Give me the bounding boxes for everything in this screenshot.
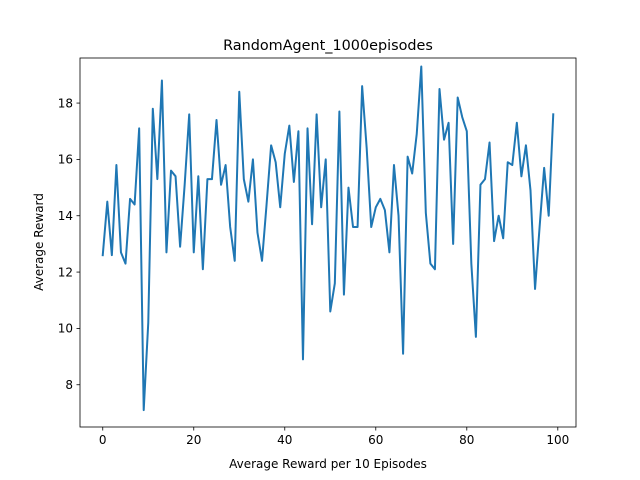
y-axis-label: Average Reward [32, 193, 46, 291]
x-tick-label: 0 [99, 433, 107, 447]
x-tick-label: 60 [368, 433, 383, 447]
x-axis-label: Average Reward per 10 Episodes [229, 457, 427, 471]
y-tick-label: 16 [58, 153, 73, 167]
axes-frame [79, 57, 577, 428]
y-tick-label: 14 [58, 209, 73, 223]
x-tick-label: 20 [186, 433, 201, 447]
y-tick-label: 18 [58, 96, 73, 110]
chart-title: RandomAgent_1000episodes [223, 38, 433, 54]
x-tick-label: 100 [546, 433, 569, 447]
series-line [101, 65, 555, 412]
x-tick-label: 40 [277, 433, 292, 447]
plot-area: 0 20 40 60 80 100 8 10 12 14 16 18 [58, 57, 577, 447]
x-tick-label: 80 [459, 433, 474, 447]
y-tick-label: 10 [58, 322, 73, 336]
y-tick-label: 8 [65, 378, 73, 392]
y-tick-label: 12 [58, 265, 73, 279]
